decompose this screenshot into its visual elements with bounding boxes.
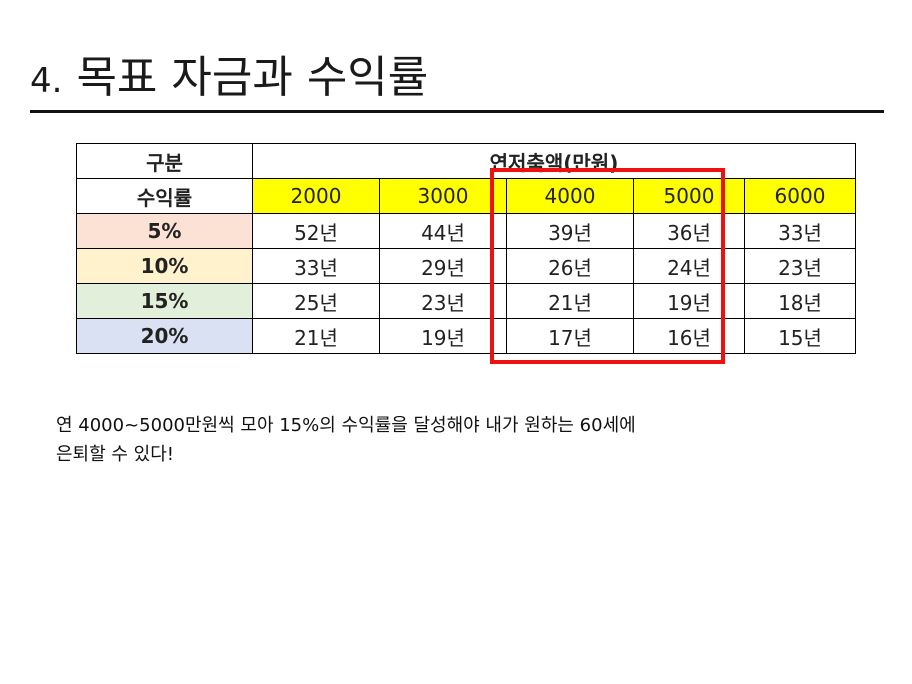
years-cell: 21년 [506,283,634,319]
amount-cell: 5000 [633,178,745,214]
years-cell: 24년 [633,248,745,284]
table-row: 20% 21년 19년 17년 16년 15년 [76,318,856,354]
title-number: 4. [30,61,63,101]
table-amount-row: 수익률 2000 3000 4000 5000 6000 [76,178,856,214]
title-divider [30,110,884,113]
rate-cell: 15% [76,283,253,319]
table-row: 15% 25년 23년 21년 19년 18년 [76,283,856,319]
years-cell: 23년 [379,283,507,319]
amount-cell: 6000 [744,178,856,214]
years-cell: 39년 [506,213,634,249]
amount-cell: 3000 [379,178,507,214]
years-cell: 29년 [379,248,507,284]
table-row: 10% 33년 29년 26년 24년 23년 [76,248,856,284]
years-cell: 44년 [379,213,507,249]
years-to-goal-table: 구분 연저축액(만원) 수익률 2000 3000 4000 5000 6000… [76,143,856,354]
header-category-cell: 구분 [76,143,253,179]
years-cell: 19년 [379,318,507,354]
note-line-1: 연 4000~5000만원씩 모아 15%의 수익률을 달성해야 내가 원하는 … [56,415,636,436]
years-cell: 16년 [633,318,745,354]
years-cell: 18년 [744,283,856,319]
years-cell: 52년 [252,213,380,249]
slide-title: 4. 목표 자금과 수익률 [30,52,428,107]
amount-cell: 4000 [506,178,634,214]
table-header-row: 구분 연저축액(만원) [76,143,856,179]
years-cell: 33년 [252,248,380,284]
title-text: 목표 자금과 수익률 [76,52,429,103]
years-cell: 33년 [744,213,856,249]
header-rate-cell: 수익률 [76,178,253,214]
years-cell: 23년 [744,248,856,284]
years-cell: 26년 [506,248,634,284]
years-cell: 36년 [633,213,745,249]
table-row: 5% 52년 44년 39년 36년 33년 [76,213,856,249]
years-cell: 25년 [252,283,380,319]
rate-cell: 20% [76,318,253,354]
years-cell: 17년 [506,318,634,354]
rate-cell: 5% [76,213,253,249]
years-cell: 21년 [252,318,380,354]
rate-cell: 10% [76,248,253,284]
conclusion-note: 연 4000~5000만원씩 모아 15%의 수익률을 달성해야 내가 원하는 … [56,411,856,469]
amount-cell: 2000 [252,178,380,214]
header-annual-saving-cell: 연저축액(만원) [252,143,856,179]
years-cell: 19년 [633,283,745,319]
note-line-2: 은퇴할 수 있다! [56,444,175,465]
years-cell: 15년 [744,318,856,354]
